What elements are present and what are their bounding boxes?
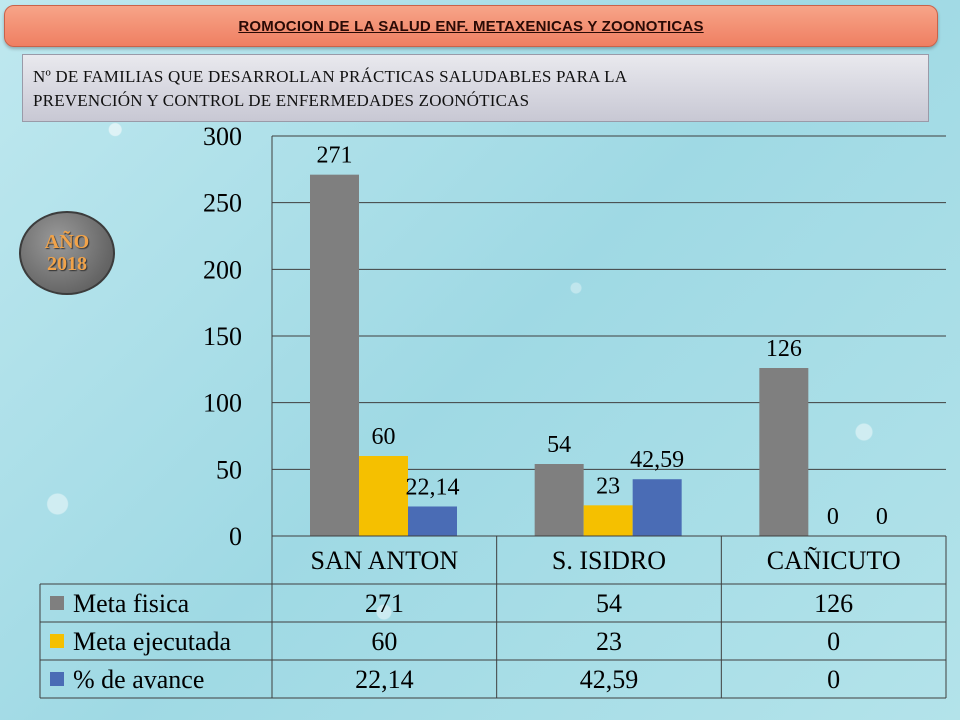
table-cell: 42,59	[580, 665, 639, 694]
year-badge: AÑO 2018	[19, 211, 115, 295]
legend-swatch	[50, 596, 64, 610]
table-cell: 60	[371, 627, 397, 656]
y-tick-label: 200	[203, 255, 242, 284]
x-tick-label: CAÑICUTO	[767, 546, 901, 575]
data-label: 271	[317, 143, 353, 169]
subtitle-line-1: Nº DE FAMILIAS QUE DESARROLLAN PRÁCTICAS…	[33, 67, 628, 86]
bar-meta-ejecutada-0	[359, 456, 408, 536]
bar-meta-fisica-1	[534, 464, 584, 536]
chart-subtitle-box: Nº DE FAMILIAS QUE DESARROLLAN PRÁCTICAS…	[22, 54, 929, 122]
data-label: 0	[827, 504, 839, 530]
data-label: 22,14	[406, 474, 460, 500]
x-tick-label: S. ISIDRO	[552, 546, 666, 575]
y-tick-label: 50	[216, 455, 242, 484]
data-label: 60	[372, 424, 396, 450]
table-cell: 23	[596, 627, 622, 656]
table-cell: 126	[814, 589, 853, 618]
data-label: 42,59	[630, 447, 684, 473]
table-cell: 0	[827, 665, 840, 694]
y-tick-label: 0	[229, 522, 242, 551]
title-bar: ROMOCION DE LA SALUD ENF. METAXENICAS Y …	[4, 5, 938, 47]
table-cell: 54	[596, 589, 622, 618]
year-badge-label: AÑO	[44, 231, 90, 253]
legend-swatch	[50, 672, 64, 686]
page-title: ROMOCION DE LA SALUD ENF. METAXENICAS Y …	[238, 17, 704, 35]
table-cell: 271	[365, 589, 404, 618]
table-cell: 0	[827, 627, 840, 656]
data-label: 54	[547, 432, 571, 458]
bar---de-avance-0	[408, 506, 457, 536]
y-tick-label: 250	[203, 189, 242, 218]
table-cell: 22,14	[355, 665, 414, 694]
bar-meta-fisica-2	[759, 368, 809, 536]
bar-meta-ejecutada-1	[583, 505, 633, 536]
y-tick-label: 150	[203, 322, 242, 351]
legend-swatch	[50, 634, 64, 648]
bar---de-avance-1	[632, 479, 682, 536]
subtitle-line-2: PREVENCIÓN Y CONTROL DE ENFERMEDADES ZOO…	[33, 91, 530, 110]
legend-label: Meta fisica	[73, 589, 190, 618]
data-label: 0	[876, 504, 888, 530]
x-tick-label: SAN ANTON	[311, 546, 459, 575]
bar-meta-fisica-0	[310, 174, 359, 536]
year-badge-year: 2018	[47, 253, 87, 275]
y-tick-label: 100	[203, 389, 242, 418]
y-tick-label: 300	[203, 122, 242, 151]
data-label: 23	[596, 473, 620, 499]
data-label: 126	[766, 336, 802, 362]
legend-label: Meta ejecutada	[73, 627, 232, 656]
legend-label: % de avance	[73, 665, 204, 694]
